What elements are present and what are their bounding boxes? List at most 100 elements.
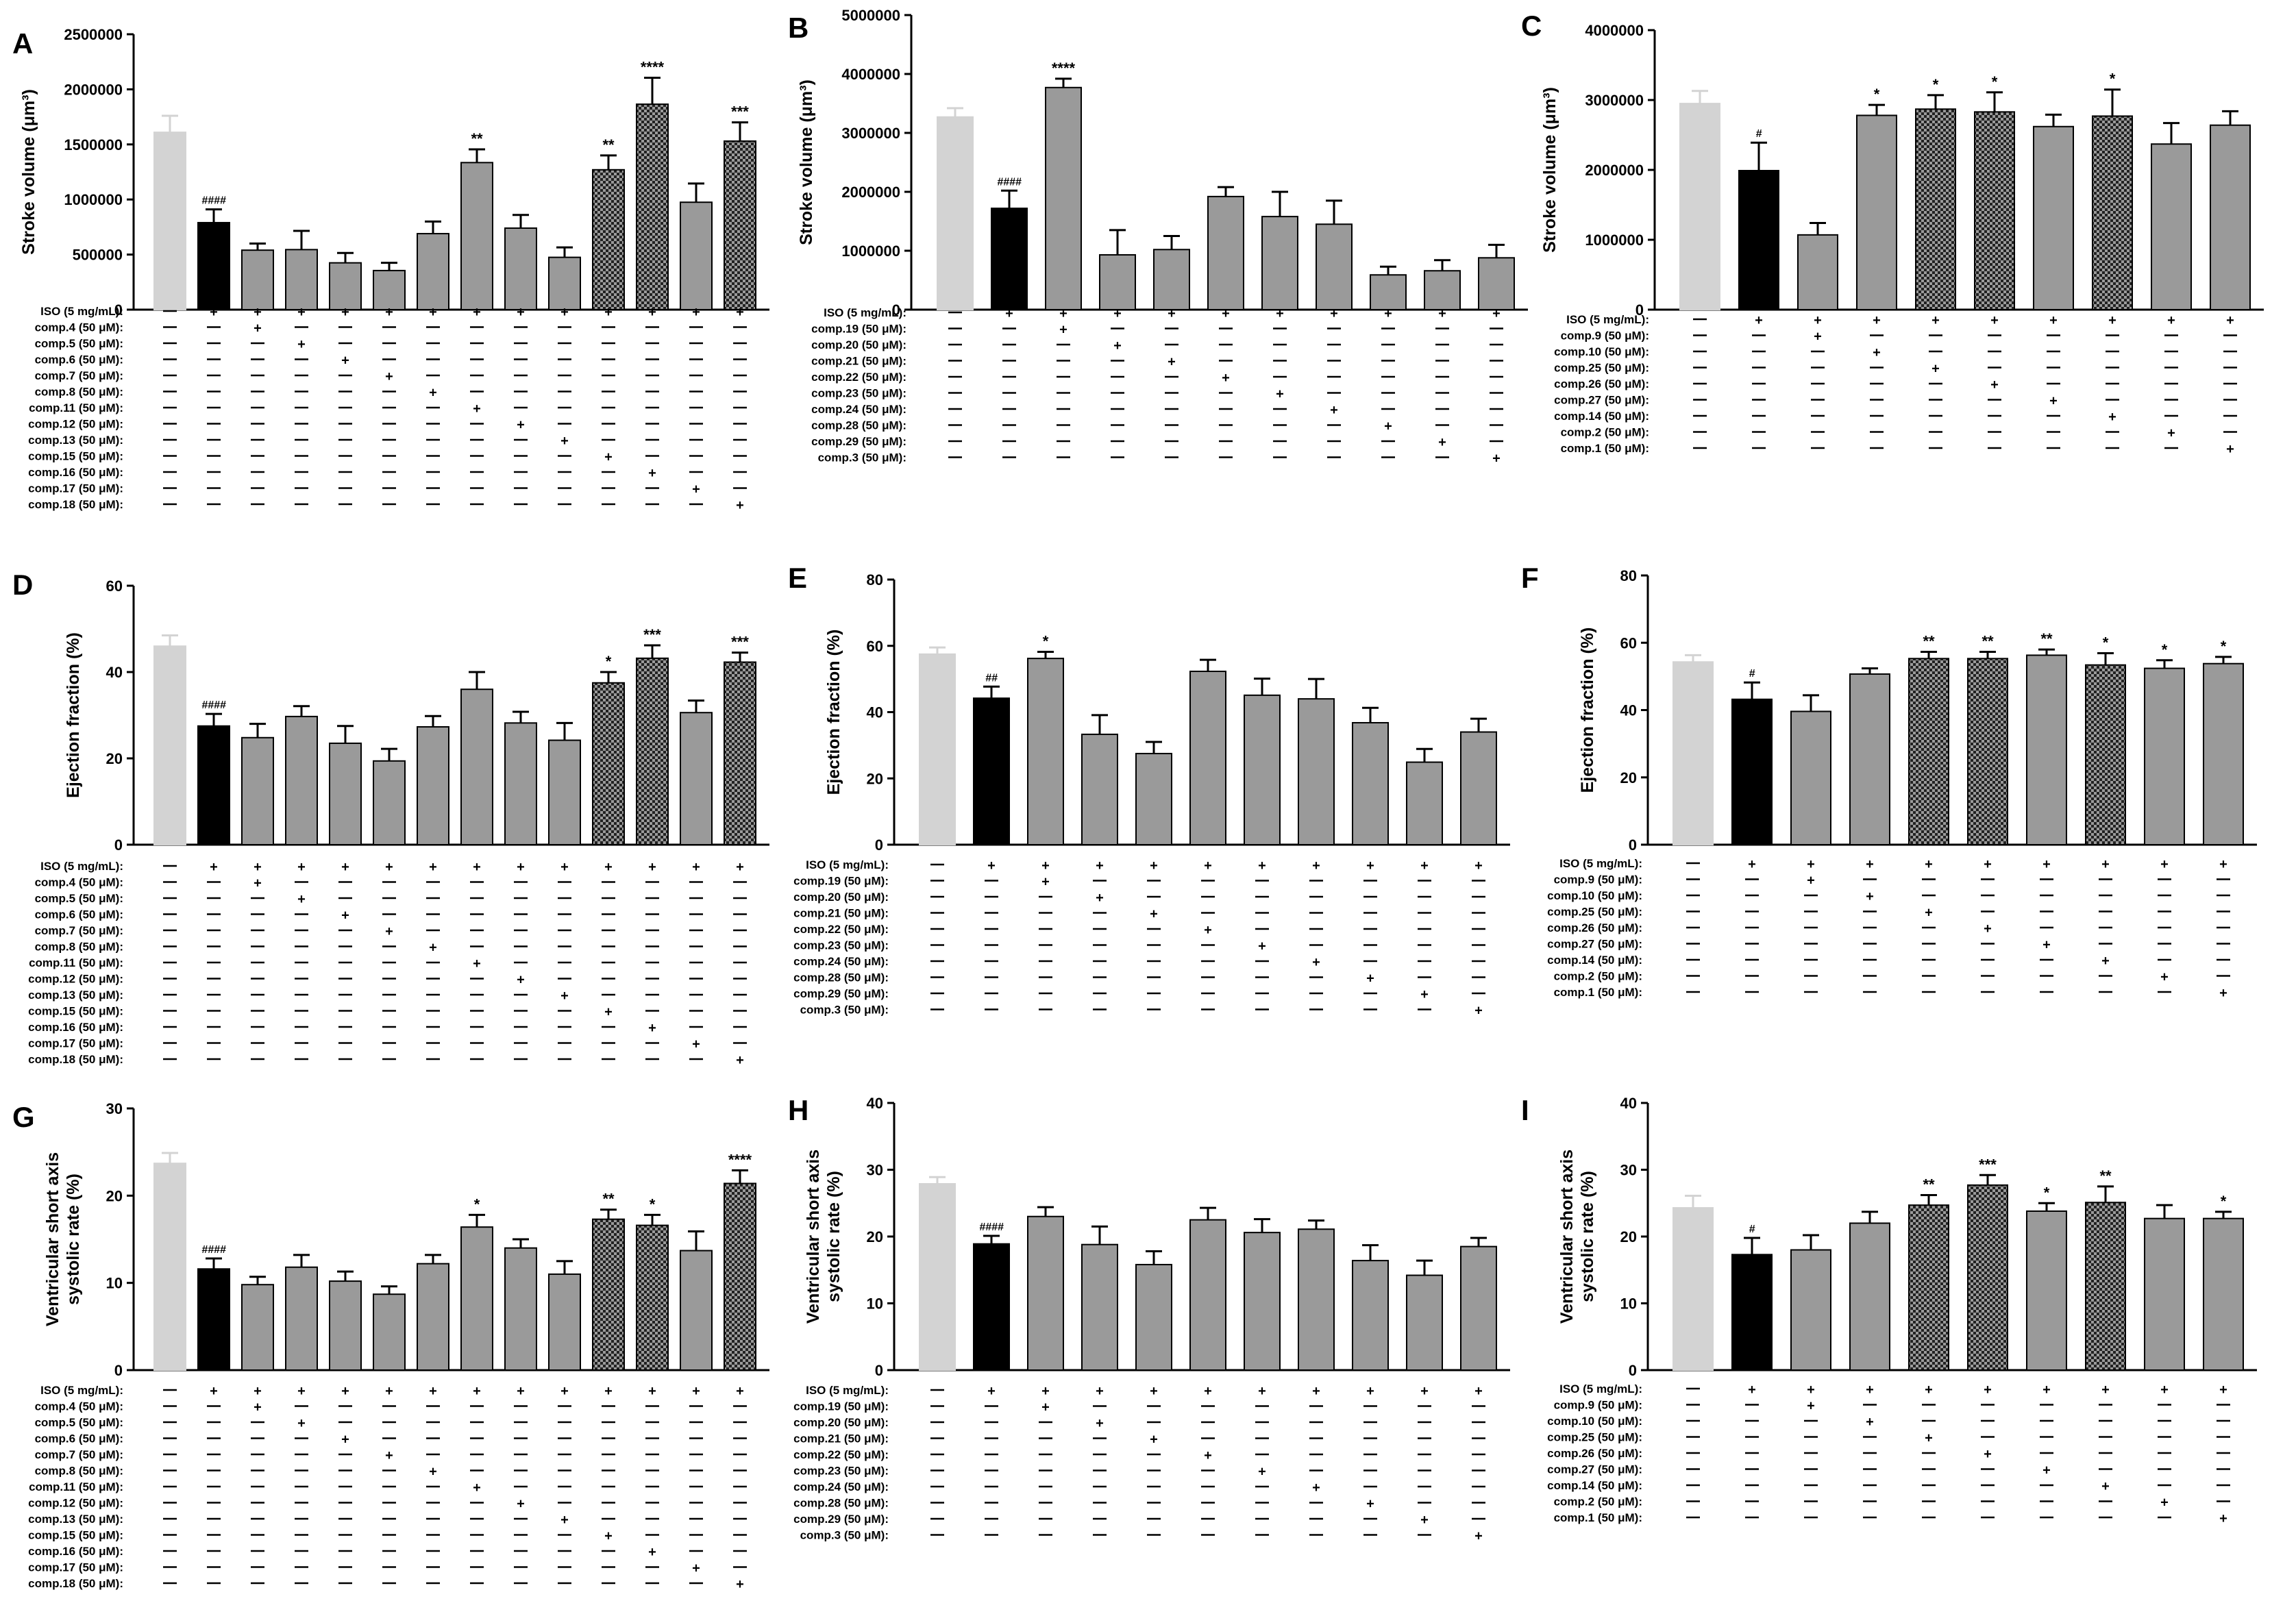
y-tick-label: 0: [875, 1362, 883, 1379]
y-tick-label: 40: [1620, 702, 1637, 719]
significance-label: *: [2110, 71, 2116, 88]
bar: [592, 1218, 625, 1371]
condition-plus: +: [604, 1384, 613, 1399]
bar: [2026, 654, 2067, 846]
significance-label: **: [1923, 1176, 1935, 1193]
y-tick-label: 40: [1620, 1095, 1637, 1112]
condition-plus: +: [2167, 426, 2175, 441]
condition-label: comp.10 (50 μM):: [1547, 1415, 1642, 1428]
condition-label: comp.3 (50 μM):: [800, 1529, 889, 1542]
condition-plus: +: [692, 1561, 700, 1576]
condition-label: comp.7 (50 μM):: [35, 1448, 123, 1461]
significance-label: *: [1933, 76, 1939, 93]
condition-plus: +: [1005, 306, 1013, 321]
condition-plus: +: [297, 860, 306, 875]
condition-label: ISO (5 mg/mL):: [1559, 857, 1642, 870]
condition-label: ISO (5 mg/mL):: [806, 858, 889, 871]
condition-plus: +: [385, 305, 393, 320]
significance-label: ####: [997, 176, 1022, 188]
condition-plus: +: [1866, 1415, 1874, 1430]
condition-label: ISO (5 mg/mL):: [824, 306, 906, 319]
condition-plus: +: [2219, 857, 2227, 872]
y-tick-label: 1500000: [64, 136, 123, 153]
bar: [1207, 195, 1244, 310]
condition-label: comp.14 (50 μM):: [1554, 410, 1649, 423]
condition-plus: +: [2226, 442, 2234, 457]
bar: [1298, 1228, 1335, 1371]
bar: [285, 249, 318, 311]
condition-plus: +: [692, 1384, 700, 1399]
condition-label: comp.6 (50 μM):: [35, 353, 123, 367]
y-tick-label: 30: [106, 1100, 123, 1117]
condition-plus: +: [517, 973, 525, 988]
panel-C: C 0 1000000 2000000 3000000 4000000 Stroke vol…: [1521, 10, 2264, 457]
bar: [1316, 223, 1353, 310]
y-tick-label: 0: [892, 301, 900, 319]
y-tick-label: 4000000: [1585, 22, 1644, 39]
bar: [2085, 1202, 2126, 1371]
bar: [1908, 658, 1949, 845]
condition-label: comp.29 (50 μM):: [811, 435, 906, 448]
bar: [1244, 694, 1281, 845]
condition-plus: +: [2101, 1382, 2110, 1398]
condition-label: comp.8 (50 μM):: [35, 386, 123, 399]
bar: [1370, 274, 1407, 311]
bar: [1731, 1254, 1773, 1371]
condition-label: comp.16 (50 μM):: [28, 1021, 123, 1034]
condition-plus: +: [1384, 419, 1392, 434]
y-tick-label: 40: [867, 1095, 883, 1112]
y-tick-label: 20: [106, 750, 123, 767]
condition-plus: +: [2219, 1382, 2227, 1398]
significance-label: **: [602, 1191, 615, 1208]
condition-label: comp.15 (50 μM):: [28, 1005, 123, 1018]
condition-plus: +: [1366, 858, 1374, 873]
condition-label: ISO (5 mg/mL):: [40, 1384, 123, 1397]
condition-plus: +: [473, 305, 481, 320]
condition-plus: +: [2101, 857, 2110, 872]
significance-label: *: [1874, 86, 1880, 103]
significance-label: ####: [201, 195, 226, 207]
condition-label: comp.14 (50 μM):: [1547, 1479, 1642, 1492]
condition-plus: +: [1041, 1384, 1050, 1399]
condition-plus: +: [560, 305, 569, 320]
condition-plus: +: [517, 305, 525, 320]
condition-plus: +: [1984, 857, 1992, 872]
condition-plus: +: [648, 1384, 656, 1399]
condition-label: comp.13 (50 μM):: [28, 1513, 123, 1526]
condition-plus: +: [560, 989, 569, 1004]
bar: [2151, 143, 2192, 310]
condition-plus: +: [648, 466, 656, 481]
significance-label: *: [1992, 73, 1998, 90]
bar: [592, 682, 625, 845]
condition-plus: +: [341, 353, 349, 369]
y-tick-label: 60: [867, 638, 883, 655]
condition-plus: +: [1807, 873, 1815, 889]
bar: [329, 1280, 362, 1371]
y-tick-label: 0: [114, 1362, 123, 1379]
bar: [991, 208, 1028, 310]
condition-plus: +: [1420, 858, 1429, 873]
bar: [1135, 1263, 1172, 1371]
condition-label: comp.26 (50 μM):: [1547, 1447, 1642, 1460]
significance-label: **: [471, 130, 483, 147]
condition-plus: +: [987, 858, 996, 873]
significance-label: ***: [731, 634, 749, 651]
bar: [1856, 114, 1897, 310]
panel-label: H: [788, 1094, 808, 1126]
y-tick-label: 40: [867, 704, 883, 721]
condition-label: comp.23 (50 μM):: [811, 387, 906, 400]
y-tick-label: 1000000: [1585, 232, 1644, 249]
condition-label: comp.22 (50 μM):: [793, 1448, 889, 1461]
condition-label: comp.21 (50 μM):: [793, 907, 889, 920]
condition-plus: +: [385, 860, 393, 875]
condition-label: comp.3 (50 μM):: [818, 451, 906, 464]
condition-plus: +: [1366, 1384, 1374, 1399]
condition-label: comp.4 (50 μM):: [35, 321, 123, 334]
panel-label: A: [12, 27, 33, 60]
bar: [1679, 103, 1720, 310]
condition-plus: +: [517, 860, 525, 875]
condition-label: comp.13 (50 μM):: [28, 989, 123, 1002]
condition-plus: +: [341, 1384, 349, 1399]
condition-plus: +: [1438, 435, 1446, 450]
